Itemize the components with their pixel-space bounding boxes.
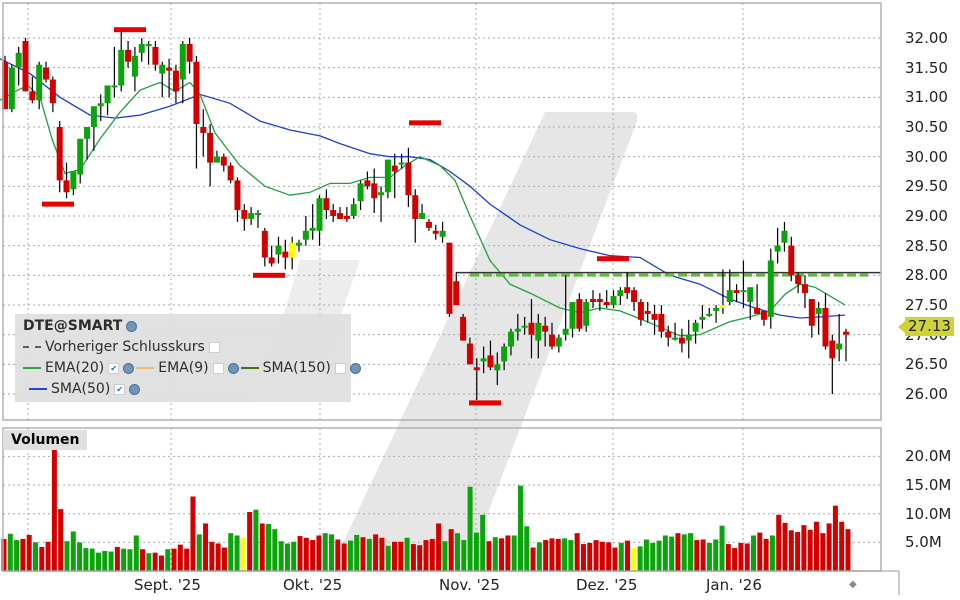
price-tick-label: 31.00 xyxy=(905,88,948,107)
volume-tick-label: 10.0M xyxy=(905,504,952,523)
sma150-settings-icon[interactable] xyxy=(349,362,361,374)
price-tick-label: 26.50 xyxy=(905,355,948,374)
price-tick-label: 30.50 xyxy=(905,117,948,136)
settings-icon[interactable] xyxy=(126,320,138,332)
symbol-label: DTE@SMART xyxy=(23,318,123,334)
legend-symbol[interactable]: DTE@SMART xyxy=(23,318,138,334)
sma50-line-icon xyxy=(29,388,47,390)
scroll-left-icon[interactable]: ◆ xyxy=(849,579,857,590)
prev-close-checkbox[interactable] xyxy=(208,341,220,353)
sma50-label: SMA(50) xyxy=(51,381,111,397)
sma50-settings-icon[interactable] xyxy=(129,383,141,395)
price-tick-label: 30.00 xyxy=(905,147,948,166)
volume-tick-label: 20.0M xyxy=(905,447,952,466)
sma150-line-icon xyxy=(240,367,259,369)
legend-indicators: EMA(20) ✔ EMA(9) SMA(150) xyxy=(23,360,361,376)
sma50-checkbox[interactable]: ✔ xyxy=(114,383,126,395)
price-tick-label: 29.50 xyxy=(905,177,948,196)
volume-tick-label: 15.0M xyxy=(905,476,952,495)
price-tick-label: 32.00 xyxy=(905,29,948,47)
time-tick-label: Nov. '25 xyxy=(439,576,500,594)
time-tick-label: Dez. '25 xyxy=(576,576,638,594)
volume-tick-label: 5.0M xyxy=(905,533,942,552)
ema9-checkbox[interactable] xyxy=(212,362,224,374)
high-low-markers xyxy=(42,27,629,406)
price-tick-label: 31.50 xyxy=(905,58,948,77)
time-tick-label: Jan. '26 xyxy=(706,576,762,594)
ema9-label: EMA(9) xyxy=(158,360,209,376)
price-tick-label: 27.50 xyxy=(905,295,948,314)
price-tick-label: 28.50 xyxy=(905,236,948,255)
ema9-settings-icon[interactable] xyxy=(227,362,239,374)
last-price-badge: 27.13 xyxy=(905,317,954,336)
ema20-label: EMA(20) xyxy=(45,360,105,376)
price-tick-label: 28.00 xyxy=(905,266,948,285)
dashed-line-icon xyxy=(23,346,41,348)
price-tick-label: 26.00 xyxy=(905,384,948,403)
chart-frame xyxy=(2,2,900,595)
moving-averages xyxy=(0,58,881,337)
candlesticks xyxy=(2,32,849,400)
volume-bars xyxy=(1,448,851,571)
last-price-pointer xyxy=(898,321,905,333)
price-tick-label: 29.00 xyxy=(905,206,948,225)
legend-panel: DTE@SMART Vorheriger Schlusskurs EMA(20)… xyxy=(15,314,361,402)
gridlines xyxy=(3,3,881,571)
prev-close-label: Vorheriger Schlusskurs xyxy=(45,339,205,355)
ema20-line-icon xyxy=(23,367,41,369)
legend-prev-close: Vorheriger Schlusskurs xyxy=(23,339,220,355)
sma150-checkbox[interactable] xyxy=(334,362,346,374)
ema20-checkbox[interactable]: ✔ xyxy=(108,362,120,374)
time-tick-label: Okt. '25 xyxy=(283,576,343,594)
volume-panel-label: Volumen xyxy=(3,430,87,450)
legend-sma50: SMA(50) ✔ xyxy=(29,381,141,397)
time-tick-label: Sept. '25 xyxy=(134,576,201,594)
ema20-settings-icon[interactable] xyxy=(123,362,135,374)
ema9-line-icon xyxy=(136,367,155,369)
sma150-label: SMA(150) xyxy=(262,360,331,376)
